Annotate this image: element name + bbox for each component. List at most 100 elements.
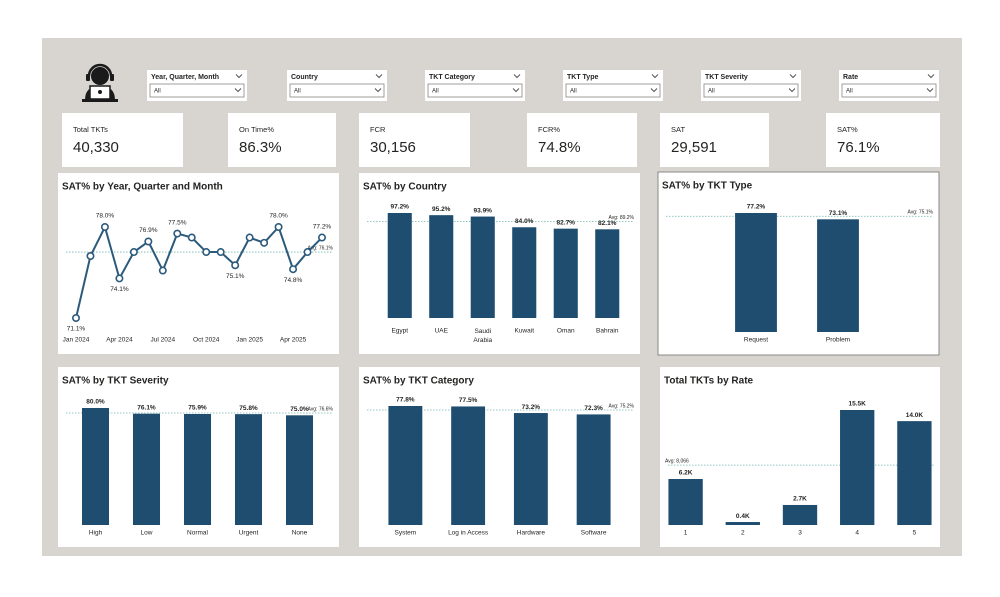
x-tick-label: Low	[141, 530, 153, 537]
line-marker	[289, 265, 298, 274]
kpi-card	[826, 113, 940, 167]
bar	[234, 414, 263, 525]
average-label: Avg: 76.1%	[308, 245, 334, 251]
bar	[840, 410, 875, 525]
data-label: 97.2%	[391, 204, 410, 211]
kpi-label: On Time%	[239, 125, 274, 134]
data-label: 78.0%	[269, 213, 288, 220]
chevron	[650, 88, 658, 93]
chart-card	[657, 171, 940, 356]
slicer-dropdown[interactable]	[149, 83, 245, 98]
slicer-label: TKT Type	[567, 74, 598, 81]
bar	[553, 228, 578, 318]
kpi-value: 86.3%	[239, 139, 282, 156]
chevron	[235, 74, 243, 79]
bar	[725, 522, 760, 525]
kpi-label: SAT%	[837, 125, 858, 134]
data-label: 77.8%	[396, 397, 415, 404]
bar	[897, 421, 932, 525]
data-label: 75.9%	[188, 405, 207, 412]
slicer-value: All	[570, 89, 577, 95]
x-tick-label: UAE	[435, 328, 449, 335]
x-tick-label: None	[292, 530, 308, 537]
x-tick-label: Jan 2025	[236, 337, 263, 344]
chart-title: SAT% by TKT Severity	[62, 376, 169, 387]
average-label: Avg: 75.2%	[609, 403, 635, 409]
data-label: 93.9%	[474, 207, 493, 214]
data-label: 76.9%	[139, 227, 158, 234]
slicer-value: All	[846, 89, 853, 95]
line-marker	[158, 266, 167, 275]
chevron	[651, 74, 659, 79]
chevron	[789, 74, 797, 79]
chart-title: SAT% by Year, Quarter and Month	[62, 182, 223, 193]
slicer-dropdown[interactable]	[289, 83, 385, 98]
average-label: Avg: 76.6%	[308, 406, 334, 412]
x-tick-label: Hardware	[517, 530, 546, 537]
bar	[668, 479, 703, 525]
line-marker	[86, 252, 95, 261]
data-label: 73.1%	[829, 210, 848, 217]
kpi-card	[660, 113, 769, 167]
data-label: 14.0K	[906, 412, 924, 419]
x-tick-label: System	[395, 530, 417, 537]
data-label: 82.1%	[598, 220, 617, 227]
line-marker	[187, 233, 196, 242]
chart-title: SAT% by TKT Category	[363, 376, 474, 387]
line	[75, 224, 323, 319]
slicer-value: All	[432, 89, 439, 95]
x-tick-label: Apr 2025	[280, 337, 307, 344]
data-label: 77.5%	[168, 219, 187, 226]
data-label: 0.4K	[736, 513, 750, 520]
data-label: 15.5K	[849, 401, 867, 408]
data-label: 2.7K	[793, 496, 807, 503]
line-marker	[303, 248, 312, 257]
line-marker	[144, 237, 153, 246]
data-label: 74.8%	[284, 277, 303, 284]
x-tick-label: Software	[581, 530, 607, 537]
bar	[595, 229, 620, 318]
bar	[388, 406, 423, 525]
average-label: Avg: 89.2%	[609, 215, 635, 221]
x-tick-label: Oman	[557, 328, 575, 335]
data-label: 6.2K	[679, 470, 693, 477]
line-marker	[129, 248, 138, 257]
data-label: 78.0%	[96, 213, 115, 220]
line-marker	[274, 223, 283, 232]
kpi-value: 30,156	[370, 139, 416, 156]
line-marker	[260, 238, 269, 247]
x-tick-label: Saudi Arabia	[473, 328, 492, 344]
bar	[470, 216, 495, 318]
data-label: 77.2%	[747, 204, 766, 211]
kpi-card	[359, 113, 470, 167]
slicer-value: All	[154, 89, 161, 95]
slicer-dropdown[interactable]	[427, 83, 523, 98]
x-tick-label: Jan 2024	[63, 337, 90, 344]
slicer-dropdown[interactable]	[841, 83, 937, 98]
slicer-label: Country	[291, 74, 318, 81]
slicer-label: Year, Quarter, Month	[151, 74, 219, 81]
bar	[817, 219, 859, 332]
bar	[183, 413, 212, 525]
kpi-card	[62, 113, 183, 167]
data-label: 77.2%	[313, 223, 332, 230]
bar	[576, 414, 611, 525]
line-marker	[216, 248, 225, 257]
kpi-value: 40,330	[73, 139, 119, 156]
data-label: 80.0%	[86, 399, 105, 406]
bar	[735, 213, 777, 332]
x-tick-label: 5	[913, 530, 917, 537]
chevron	[374, 88, 382, 93]
kpi-label: Total TKTs	[73, 125, 108, 134]
line-marker	[72, 313, 81, 322]
slicer-label: TKT Category	[429, 74, 475, 81]
x-tick-label: Problem	[826, 337, 850, 344]
x-tick-label: Oct 2024	[193, 337, 220, 344]
bar	[285, 415, 314, 525]
bar	[132, 413, 161, 525]
slicer-dropdown[interactable]	[565, 83, 661, 98]
data-label: 95.2%	[432, 206, 451, 213]
line-marker	[245, 233, 254, 242]
slicer-value: All	[294, 89, 301, 95]
slicer-dropdown[interactable]	[703, 83, 799, 98]
